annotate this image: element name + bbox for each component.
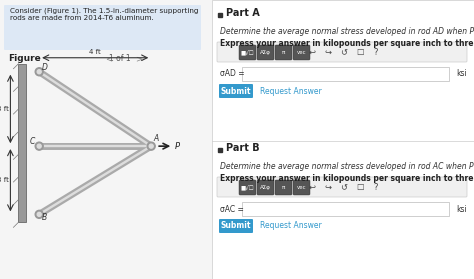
Text: ■√☐: ■√☐ bbox=[241, 185, 255, 190]
Text: D: D bbox=[42, 63, 48, 72]
Bar bbox=[212, 0, 474, 279]
Text: 4 ft: 4 ft bbox=[89, 49, 101, 55]
Text: ↺: ↺ bbox=[340, 183, 347, 192]
Circle shape bbox=[37, 70, 41, 74]
Text: C: C bbox=[29, 137, 35, 146]
Text: Consider (Figure 1). The 1.5-in.-diameter supporting
rods are made from 2014-T6 : Consider (Figure 1). The 1.5-in.-diamete… bbox=[10, 7, 199, 20]
FancyBboxPatch shape bbox=[257, 180, 274, 195]
Text: ☐: ☐ bbox=[356, 48, 364, 57]
Text: vec: vec bbox=[297, 185, 306, 190]
Text: >: > bbox=[135, 54, 142, 63]
Circle shape bbox=[37, 212, 41, 216]
Circle shape bbox=[35, 142, 43, 150]
Text: ↪: ↪ bbox=[325, 48, 331, 57]
Bar bbox=[242, 202, 449, 216]
Text: Express your answer in kilopounds per square inch to three significant figures.: Express your answer in kilopounds per sq… bbox=[220, 174, 474, 183]
Circle shape bbox=[147, 142, 155, 150]
Text: B: B bbox=[42, 213, 47, 222]
FancyBboxPatch shape bbox=[219, 84, 253, 98]
Text: A: A bbox=[153, 134, 158, 143]
Text: Request Answer: Request Answer bbox=[260, 222, 322, 230]
FancyBboxPatch shape bbox=[219, 219, 253, 233]
FancyBboxPatch shape bbox=[275, 180, 292, 195]
Text: AΣφ: AΣφ bbox=[260, 185, 271, 190]
Text: Submit: Submit bbox=[221, 222, 251, 230]
Text: ?: ? bbox=[374, 183, 378, 192]
Text: Express your answer in kilopounds per square inch to three significant figures.: Express your answer in kilopounds per sq… bbox=[220, 39, 474, 48]
FancyBboxPatch shape bbox=[293, 45, 310, 60]
Text: vec: vec bbox=[297, 50, 306, 55]
Text: Part B: Part B bbox=[226, 143, 260, 153]
Text: ↪: ↪ bbox=[325, 183, 331, 192]
Circle shape bbox=[149, 144, 153, 148]
FancyBboxPatch shape bbox=[239, 45, 256, 60]
Text: ↺: ↺ bbox=[340, 48, 347, 57]
Bar bbox=[242, 67, 449, 81]
Text: ?: ? bbox=[374, 48, 378, 57]
Text: π: π bbox=[282, 185, 285, 190]
Text: ■√☐: ■√☐ bbox=[241, 50, 255, 55]
Text: Determine the average normal stress developed in rod AD when P = 120 kip.: Determine the average normal stress deve… bbox=[220, 27, 474, 36]
FancyBboxPatch shape bbox=[275, 45, 292, 60]
Bar bbox=[18, 64, 27, 222]
FancyBboxPatch shape bbox=[293, 180, 310, 195]
Text: ↩: ↩ bbox=[309, 183, 316, 192]
FancyBboxPatch shape bbox=[217, 42, 467, 62]
Text: Determine the average normal stress developed in rod AC when P = 120 kip.: Determine the average normal stress deve… bbox=[220, 162, 474, 171]
Text: 1 of 1: 1 of 1 bbox=[109, 54, 131, 63]
Text: Request Answer: Request Answer bbox=[260, 86, 322, 95]
Text: ☐: ☐ bbox=[356, 183, 364, 192]
Circle shape bbox=[37, 144, 41, 148]
Text: 3 ft: 3 ft bbox=[0, 177, 9, 183]
Text: ksi: ksi bbox=[456, 69, 467, 78]
Text: P: P bbox=[175, 142, 180, 151]
Text: σAC =: σAC = bbox=[220, 205, 244, 213]
Text: ksi: ksi bbox=[456, 205, 467, 213]
Text: Submit: Submit bbox=[221, 86, 251, 95]
Text: AΣφ: AΣφ bbox=[260, 50, 271, 55]
Circle shape bbox=[35, 68, 43, 76]
Text: π: π bbox=[282, 50, 285, 55]
Text: <: < bbox=[105, 54, 112, 63]
Text: 3 ft: 3 ft bbox=[0, 106, 9, 112]
Circle shape bbox=[35, 210, 43, 218]
FancyBboxPatch shape bbox=[239, 180, 256, 195]
Text: Part A: Part A bbox=[226, 8, 260, 18]
Text: σAD =: σAD = bbox=[220, 69, 245, 78]
FancyBboxPatch shape bbox=[217, 177, 467, 197]
Text: Figure: Figure bbox=[8, 54, 41, 63]
FancyBboxPatch shape bbox=[257, 45, 274, 60]
FancyBboxPatch shape bbox=[4, 5, 201, 50]
Text: ↩: ↩ bbox=[309, 48, 316, 57]
